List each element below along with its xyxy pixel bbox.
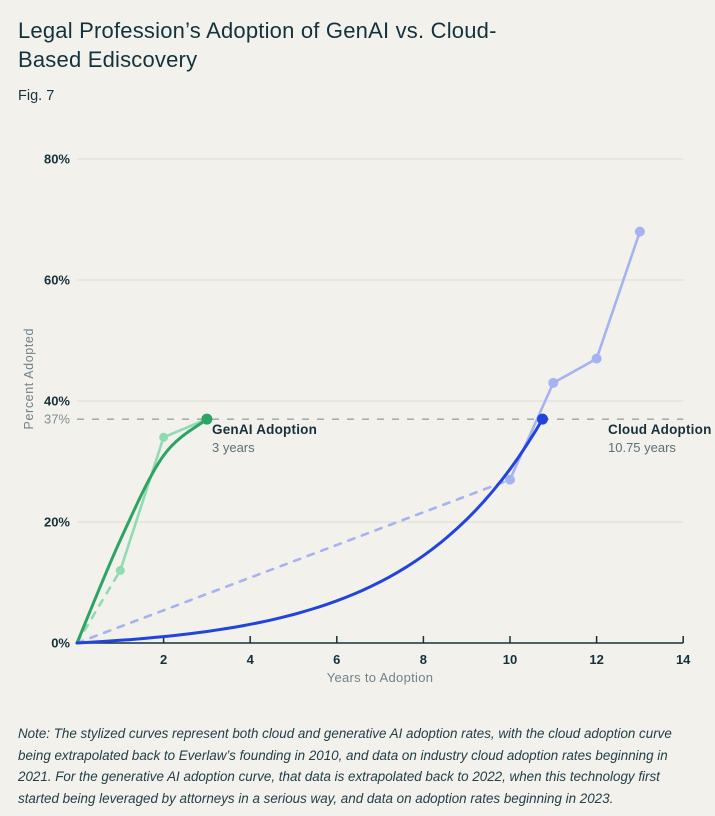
page-title: Legal Profession’s Adoption of GenAI vs.…	[18, 18, 497, 73]
cloud-data-line	[508, 230, 642, 481]
cloud-data-point-0	[505, 474, 515, 485]
x-tick-label-6: 6	[333, 652, 340, 667]
genai-data-point-1	[159, 432, 169, 442]
genai-annotation-subtitle: 3 years	[212, 440, 255, 455]
cloud-annotation-title: Cloud Adoption	[608, 422, 712, 437]
genai-data-extrapolated-dashed	[75, 569, 122, 645]
cloud-data-point-3	[634, 226, 645, 237]
genai-data-point-0	[115, 565, 125, 575]
threshold-label: 37%	[44, 412, 70, 427]
x-tick-label-2: 2	[160, 652, 167, 667]
figure-footer: Note: The stylized curves represent both…	[0, 710, 715, 810]
cloud-annotation-subtitle: 10.75 years	[608, 440, 676, 455]
endpoint-dots-group	[201, 413, 548, 425]
cloud-curve-end-dot	[536, 413, 548, 425]
gridlines-group	[77, 158, 684, 523]
data-series-group	[115, 226, 645, 575]
y-tick-label-60: 60%	[44, 273, 70, 288]
genai-annotation: GenAI Adoption 3 years	[212, 422, 317, 455]
y-tick-label-40: 40%	[44, 394, 70, 409]
genai-curve-path	[75, 417, 209, 645]
y-tick-label-80: 80%	[44, 152, 70, 167]
figure-label: Fig. 7	[18, 87, 55, 104]
x-axis-title: Years to Adoption	[326, 670, 434, 685]
y-tick-label-0: 0%	[51, 636, 70, 651]
genai-annotation-title: GenAI Adoption	[212, 422, 318, 437]
x-tick-label-12: 12	[589, 652, 603, 667]
stylized-curves-group	[75, 417, 544, 645]
extrapolated-dashed-lines-group	[75, 478, 512, 645]
genai-curve-end-dot	[201, 413, 213, 425]
y-tick-label-20: 20%	[44, 515, 70, 530]
chart-canvas: 2 4 6 8 10 12 14 0% 20% 40% 60% 80% 37%	[44, 152, 691, 668]
cloud-data-point-1	[548, 377, 559, 388]
y-axis-title: Percent Adopted	[22, 328, 36, 430]
note-text: Note: The stylized curves represent both…	[18, 726, 672, 807]
adoption-chart: 2 4 6 8 10 12 14 0% 20% 40% 60% 80% 37% Percent Adop…	[0, 130, 715, 710]
x-tick-label-4: 4	[247, 652, 255, 667]
cloud-annotation: Cloud Adoption 10.75 years	[608, 422, 712, 455]
tick-labels-group: 2 4 6 8 10 12 14 0% 20% 40% 60% 80% 37%	[44, 152, 691, 668]
cloud-data-extrapolated-dashed	[75, 478, 512, 645]
x-tick-label-14: 14	[676, 652, 691, 667]
x-tick-label-8: 8	[420, 652, 427, 667]
figure-header: Legal Profession’s Adoption of GenAI vs.…	[0, 0, 715, 130]
cloud-data-point-2	[591, 353, 602, 364]
x-tick-label-10: 10	[503, 652, 517, 667]
cloud-curve-path	[75, 417, 544, 645]
